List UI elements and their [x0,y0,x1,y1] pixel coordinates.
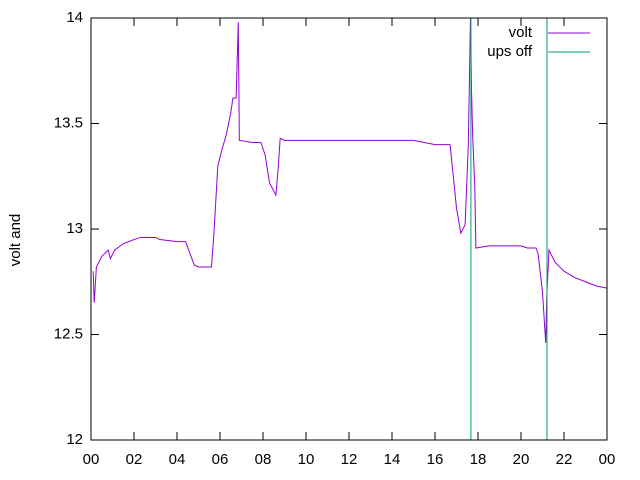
legend-label: ups off [487,43,533,60]
x-tick-label: 02 [126,451,143,468]
y-tick-label: 14 [66,9,83,26]
x-tick-label: 08 [255,451,272,468]
x-tick-label: 00 [83,451,100,468]
x-tick-label: 18 [470,451,487,468]
x-tick-label: 14 [384,451,401,468]
y-tick-label: 12 [66,431,83,448]
x-tick-label: 06 [212,451,229,468]
x-tick-label: 22 [556,451,573,468]
x-tick-label: 20 [513,451,530,468]
plot-border [90,17,608,441]
x-tick-label: 12 [341,451,358,468]
series-line [92,17,608,343]
series-line [470,18,548,440]
x-tick-label: 00 [599,451,616,468]
x-tick-label: 04 [169,451,186,468]
y-tick-label: 13 [66,220,83,237]
y-tick-label: 12.5 [54,325,83,342]
x-tick-label: 10 [298,451,315,468]
x-tick-label: 16 [427,451,444,468]
y-axis-label: volt and [7,214,24,267]
y-tick-label: 13.5 [54,114,83,131]
legend-label: volt [509,24,533,41]
